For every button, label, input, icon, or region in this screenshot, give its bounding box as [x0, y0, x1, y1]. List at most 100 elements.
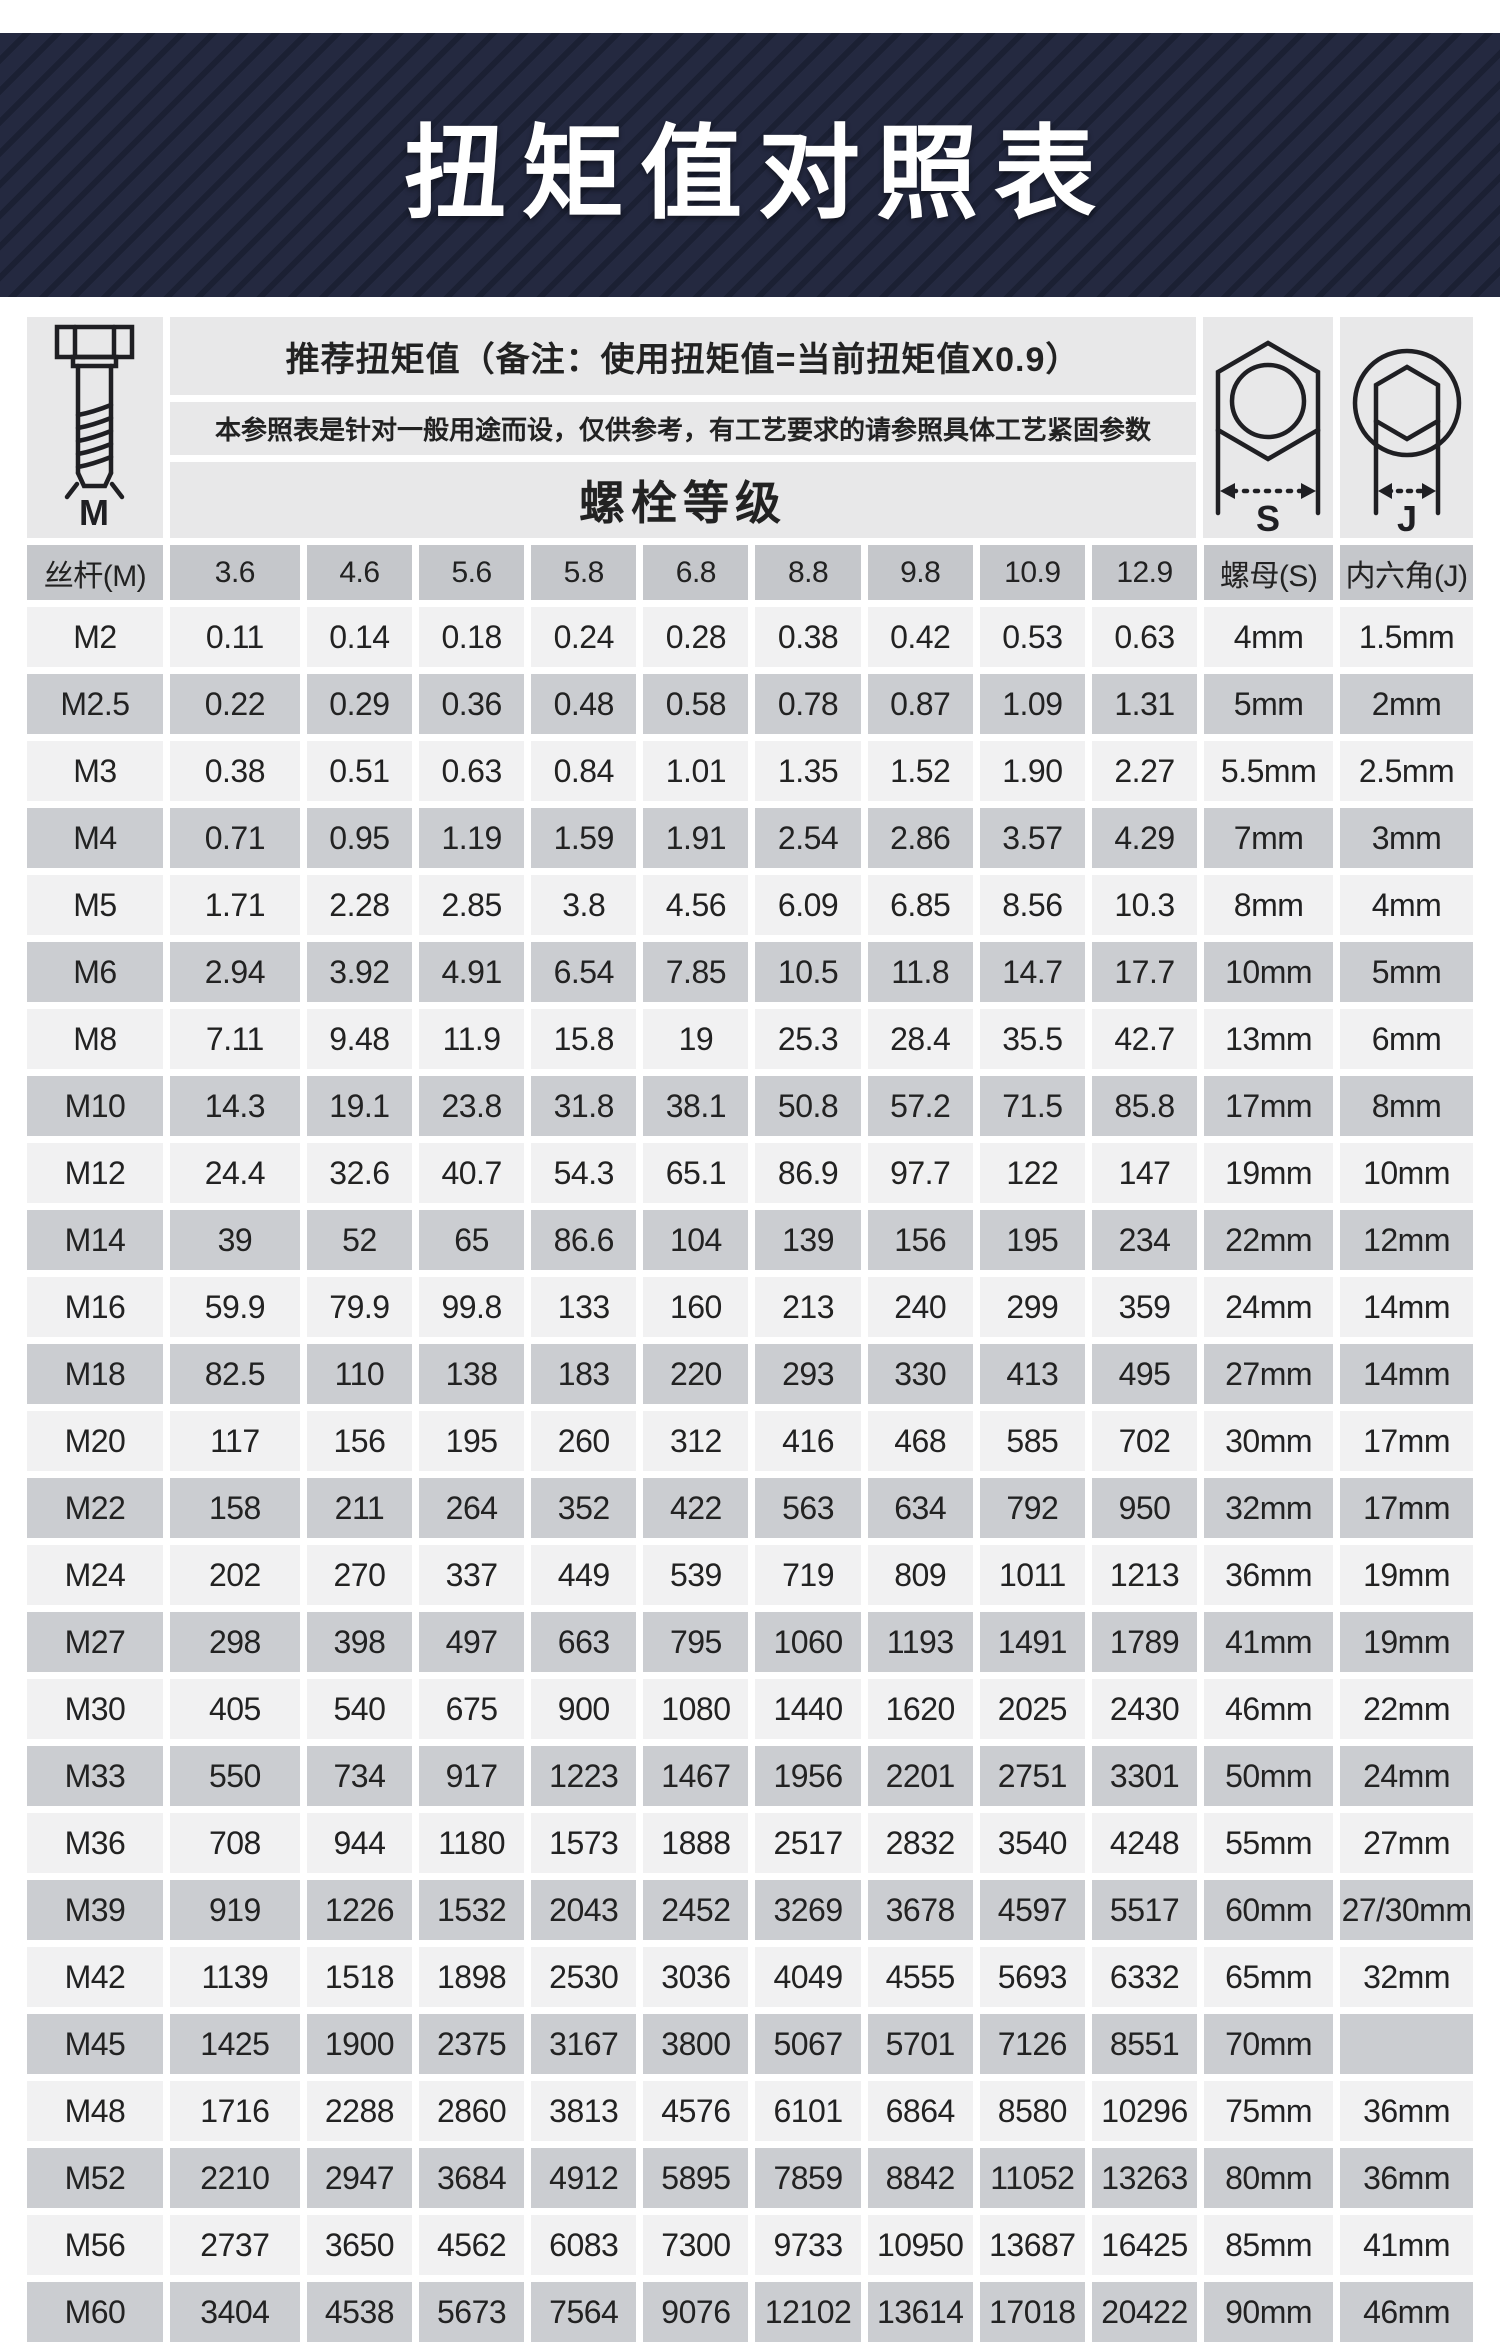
value-cell: 1.31: [1091, 674, 1198, 734]
nut-dimension-label: S: [1256, 498, 1280, 539]
value-cell: 702: [1091, 1411, 1198, 1471]
value-cell: 6.09: [755, 875, 861, 935]
value-cell: 16425: [1091, 2215, 1198, 2275]
column-header: 6.8: [643, 545, 749, 600]
value-cell: 79.9: [306, 1277, 413, 1337]
value-cell: 1.71: [169, 875, 300, 935]
value-cell: 1956: [755, 1746, 861, 1806]
value-cell: 14.3: [169, 1076, 300, 1136]
value-cell: 2.86: [867, 808, 973, 868]
value-cell: 4562: [419, 2215, 525, 2275]
value-cell: 1440: [755, 1679, 861, 1739]
value-cell: 708: [169, 1813, 300, 1873]
value-cell: 36mm: [1340, 2081, 1473, 2141]
value-cell: 4mm: [1204, 607, 1334, 667]
value-cell: 9076: [643, 2282, 749, 2342]
value-cell: 24mm: [1204, 1277, 1334, 1337]
value-cell: 65.1: [643, 1143, 749, 1203]
value-cell: 8mm: [1204, 875, 1334, 935]
value-cell: 40.7: [419, 1143, 525, 1203]
value-cell: 293: [755, 1344, 861, 1404]
value-cell: 260: [531, 1411, 637, 1471]
value-cell: 2737: [169, 2215, 300, 2275]
row-label: M20: [27, 1411, 163, 1471]
value-cell: 4mm: [1340, 875, 1473, 935]
value-cell: 156: [306, 1411, 413, 1471]
row-label: M33: [27, 1746, 163, 1806]
value-cell: 65: [419, 1210, 525, 1270]
value-cell: 19mm: [1340, 1545, 1473, 1605]
value-cell: 1139: [169, 1947, 300, 2007]
value-cell: 3.8: [531, 875, 637, 935]
column-header-row: 丝杆(M) 3.6 4.6 5.6 5.8 6.8 8.8 9.8 10.9 12.9 螺母(S) 内…: [27, 545, 1473, 600]
value-cell: 10.3: [1091, 875, 1198, 935]
value-cell: 71.5: [979, 1076, 1085, 1136]
value-cell: 7300: [643, 2215, 749, 2275]
value-cell: 32.6: [306, 1143, 413, 1203]
value-cell: 20422: [1091, 2282, 1198, 2342]
value-cell: 2430: [1091, 1679, 1198, 1739]
table-row: M2.5 0.22 0.29 0.36 0.48 0.58 0.78 0.87 1.09 1.31…: [27, 674, 1473, 734]
value-cell: 10mm: [1204, 942, 1334, 1002]
value-cell: 36mm: [1340, 2148, 1473, 2208]
table-row: M2 0.11 0.14 0.18 0.24 0.28 0.38 0.42 0.53 0.63 4m…: [27, 607, 1473, 667]
value-cell: 3036: [643, 1947, 749, 2007]
value-cell: 38.1: [643, 1076, 749, 1136]
value-cell: 1.19: [419, 808, 525, 868]
value-cell: 27mm: [1340, 1813, 1473, 1873]
row-label: M22: [27, 1478, 163, 1538]
value-cell: 413: [979, 1344, 1085, 1404]
value-cell: 1.35: [755, 741, 861, 801]
value-cell: 4248: [1091, 1813, 1198, 1873]
value-cell: 1425: [169, 2014, 300, 2074]
value-cell: 6.85: [867, 875, 973, 935]
value-cell: 3404: [169, 2282, 300, 2342]
table-row: M16 59.9 79.9 99.8 133 160 213 240 299 359 24mm 14m…: [27, 1277, 1473, 1337]
value-cell: 41mm: [1340, 2215, 1473, 2275]
value-cell: 2mm: [1340, 674, 1473, 734]
value-cell: 60mm: [1204, 1880, 1334, 1940]
row-label: M30: [27, 1679, 163, 1739]
row-label: M36: [27, 1813, 163, 1873]
value-cell: 24.4: [169, 1143, 300, 1203]
value-cell: 359: [1091, 1277, 1198, 1337]
value-cell: 0.84: [531, 741, 637, 801]
value-cell: 2832: [867, 1813, 973, 1873]
value-cell: 195: [419, 1411, 525, 1471]
value-cell: 19mm: [1204, 1143, 1334, 1203]
value-cell: 1900: [306, 2014, 413, 2074]
value-cell: 86.6: [531, 1210, 637, 1270]
value-cell: 0.14: [306, 607, 413, 667]
value-cell: 1080: [643, 1679, 749, 1739]
value-cell: 8.56: [979, 875, 1085, 935]
value-cell: 0.51: [306, 741, 413, 801]
value-cell: 539: [643, 1545, 749, 1605]
value-cell: 1193: [867, 1612, 973, 1672]
value-cell: 1213: [1091, 1545, 1198, 1605]
value-cell: 17.7: [1091, 942, 1198, 1002]
value-cell: 3540: [979, 1813, 1085, 1873]
value-cell: 14mm: [1340, 1277, 1473, 1337]
row-label: M56: [27, 2215, 163, 2275]
table-row: M56 2737 3650 4562 6083 7300 9733 10950 13687 164…: [27, 2215, 1473, 2275]
bolt-dimension-label: M: [79, 492, 109, 533]
row-label: M5: [27, 875, 163, 935]
row-label: M52: [27, 2148, 163, 2208]
row-label: M2: [27, 607, 163, 667]
column-header: 12.9: [1091, 545, 1198, 600]
value-cell: 0.53: [979, 607, 1085, 667]
value-cell: 5mm: [1340, 942, 1473, 1002]
value-cell: 298: [169, 1612, 300, 1672]
banner: 扭矩值对照表: [0, 33, 1500, 297]
value-cell: 1.01: [643, 741, 749, 801]
value-cell: 158: [169, 1478, 300, 1538]
row-label: M48: [27, 2081, 163, 2141]
row-label: M8: [27, 1009, 163, 1069]
value-cell: 0.29: [306, 674, 413, 734]
value-cell: 3mm: [1340, 808, 1473, 868]
table-row: M39 919 1226 1532 2043 2452 3269 3678 4597 5517 60…: [27, 1880, 1473, 1940]
table-body: M2 0.11 0.14 0.18 0.24 0.28 0.38 0.42 0.53 0.63 4m…: [27, 607, 1473, 2342]
value-cell: 734: [306, 1746, 413, 1806]
value-cell: 80mm: [1204, 2148, 1334, 2208]
row-label: M4: [27, 808, 163, 868]
